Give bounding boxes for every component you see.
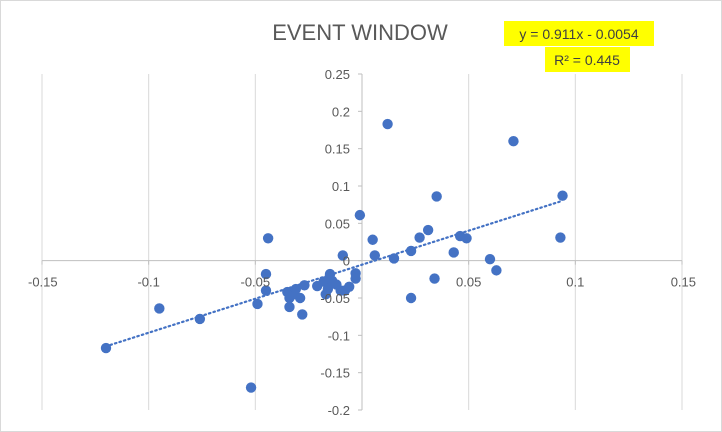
data-point [100, 342, 112, 354]
data-point [414, 232, 425, 243]
data-point [154, 303, 165, 314]
r2-highlight [545, 47, 630, 72]
axes [41, 73, 683, 411]
data-point [260, 268, 272, 280]
data-point [367, 234, 378, 245]
y-tick-label: 0.05 [325, 216, 350, 231]
data-point [491, 265, 502, 276]
data-point [299, 280, 310, 291]
data-point [431, 191, 442, 202]
gridlines [41, 74, 683, 410]
data-point [294, 292, 306, 304]
trendline-equation: y = 0.911x - 0.0054 [519, 26, 638, 42]
data-point [508, 136, 519, 147]
y-tick-label: -0.05 [320, 291, 350, 306]
y-tick-label: -0.1 [328, 328, 350, 343]
data-point [429, 273, 440, 284]
trendline-r2: R² = 0.445 [554, 52, 620, 68]
tick-labels: -0.2 -0.15 -0.1 -0.05 0 0.05 0.1 0.15 0.2 0.25 -0.… [28, 67, 696, 418]
data-point [448, 247, 459, 258]
data-point [337, 250, 348, 261]
x-tick-label: 0.05 [456, 275, 481, 290]
data-point [405, 292, 417, 304]
x-tick-label: -0.05 [241, 275, 271, 290]
data-point [405, 245, 417, 257]
data-point [382, 118, 393, 130]
data-point [284, 301, 295, 313]
x-tick-label: -0.15 [28, 275, 58, 290]
data-point [354, 209, 366, 221]
y-tick-label: 0.15 [325, 142, 350, 157]
trendline-equation-box: y = 0.911x - 0.0054 R² = 0.445 [504, 21, 654, 72]
chart-title: EVENT WINDOW [272, 20, 448, 45]
y-tick-label: 0.25 [325, 67, 350, 82]
data-point [252, 298, 263, 310]
x-tick-label: 0.15 [671, 275, 696, 290]
data-points [100, 118, 568, 393]
data-point [557, 190, 568, 201]
data-point [260, 285, 272, 296]
data-point [484, 253, 496, 265]
data-point [344, 281, 355, 292]
data-point [461, 233, 472, 244]
data-point [388, 253, 400, 264]
data-point [555, 232, 566, 243]
y-tick-label: 0 [343, 254, 350, 269]
data-point [290, 283, 302, 295]
x-tick-label: 0.1 [566, 275, 584, 290]
data-point [245, 382, 257, 393]
y-tick-label: 0.2 [332, 104, 350, 119]
data-point [262, 233, 274, 244]
y-tick-label: 0.1 [332, 179, 350, 194]
equation-highlight [504, 21, 654, 46]
data-point [194, 313, 206, 325]
data-point [369, 250, 380, 261]
data-point [297, 309, 308, 320]
data-point [322, 283, 334, 295]
data-point [350, 273, 361, 284]
y-tick-label: -0.15 [320, 366, 350, 381]
x-tick-label: -0.1 [137, 275, 159, 290]
y-tick-label: -0.2 [328, 403, 350, 418]
data-point [422, 224, 434, 236]
